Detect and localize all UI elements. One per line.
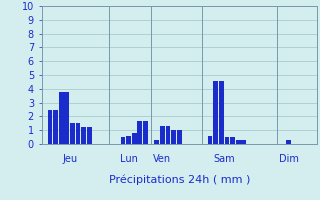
Bar: [208, 136, 212, 144]
Bar: [213, 81, 218, 144]
Bar: [160, 126, 165, 144]
Bar: [126, 136, 131, 144]
Bar: [70, 123, 75, 144]
Bar: [230, 137, 235, 144]
Bar: [53, 110, 58, 144]
Bar: [225, 137, 229, 144]
Bar: [154, 140, 159, 144]
Bar: [81, 127, 86, 144]
Bar: [65, 92, 69, 144]
Text: Dim: Dim: [279, 154, 299, 164]
Bar: [48, 110, 52, 144]
Bar: [241, 140, 246, 144]
Text: Lun: Lun: [120, 154, 138, 164]
Bar: [143, 121, 148, 144]
Bar: [177, 130, 181, 144]
Bar: [87, 127, 92, 144]
Bar: [236, 140, 241, 144]
Bar: [121, 137, 125, 144]
Bar: [165, 126, 170, 144]
Bar: [76, 123, 81, 144]
Bar: [219, 81, 224, 144]
Bar: [132, 133, 137, 144]
Text: Sam: Sam: [213, 154, 235, 164]
Bar: [138, 121, 142, 144]
Bar: [286, 140, 291, 144]
Text: Ven: Ven: [153, 154, 172, 164]
Text: Précipitations 24h ( mm ): Précipitations 24h ( mm ): [108, 174, 250, 185]
Bar: [59, 92, 64, 144]
Text: Jeu: Jeu: [62, 154, 77, 164]
Bar: [171, 130, 176, 144]
